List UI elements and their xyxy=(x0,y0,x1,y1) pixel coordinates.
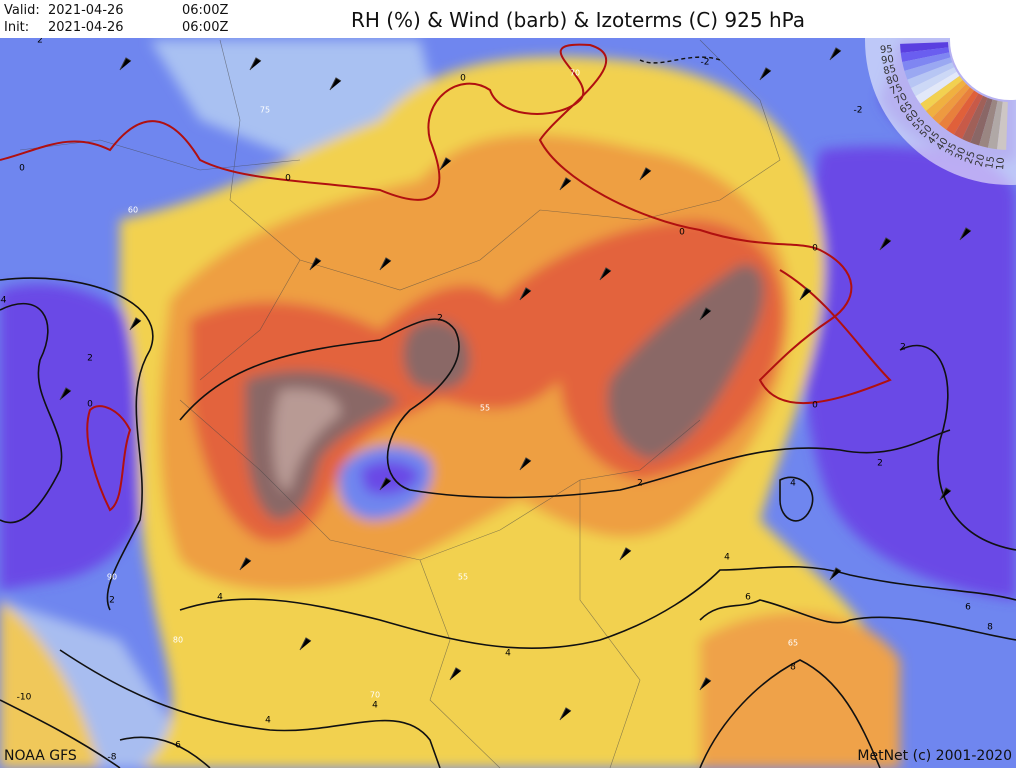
legend-swatch xyxy=(900,42,949,53)
isotherm-label: -8 xyxy=(108,753,117,763)
isotherm-label: 2 xyxy=(87,354,93,364)
rh-contour-label: 90 xyxy=(107,573,117,582)
isotherm-zero xyxy=(0,43,892,512)
legend-swatch xyxy=(911,67,957,97)
isotherm-label: -2 xyxy=(701,58,710,68)
rh-contour-label: 70 xyxy=(570,69,580,78)
legend-swatch xyxy=(946,90,979,135)
valid-time: 06:00Z xyxy=(182,3,228,18)
legend-swatch xyxy=(997,101,1008,150)
legend-swatch xyxy=(961,95,988,143)
init-date: 2021-04-26 xyxy=(48,20,124,35)
legend-label: 20 xyxy=(974,153,988,168)
legend-swatch xyxy=(979,99,998,148)
legend-swatch xyxy=(938,87,975,130)
isotherm-label: 2 xyxy=(900,343,906,353)
legend-swatch xyxy=(902,52,951,71)
legend-label: 15 xyxy=(984,155,997,169)
isotherm-label: 4 xyxy=(265,716,271,726)
rh-contour-label: 60 xyxy=(128,206,138,215)
source-label: NOAA GFS xyxy=(4,748,77,764)
legend-label: 90 xyxy=(881,54,895,67)
legend-center xyxy=(950,38,1016,100)
legend-label: 80 xyxy=(885,73,901,88)
map-title: RH (%) & Wind (barb) & Izoterms (C) 925 … xyxy=(351,8,805,32)
isotherm-label: -10 xyxy=(17,693,32,703)
legend-swatch xyxy=(926,80,967,118)
isotherm-label: 2 xyxy=(109,596,115,606)
legend-label: 35 xyxy=(944,141,960,157)
legend-swatch xyxy=(920,75,963,112)
valid-label: Valid: xyxy=(4,3,40,18)
legend-swatch xyxy=(953,93,983,139)
legend-swatch xyxy=(904,57,953,80)
isotherm-negative xyxy=(639,56,721,64)
isotherm-label: 0 xyxy=(87,400,93,410)
rh-contour-label: 70 xyxy=(370,691,380,700)
wind-barbs xyxy=(59,47,972,721)
legend-label: 95 xyxy=(880,44,894,56)
legend-label: 70 xyxy=(893,91,909,107)
header-band xyxy=(0,0,1016,38)
legend-label: 10 xyxy=(995,157,1007,171)
legend-swatch xyxy=(987,100,1003,150)
isotherm-label: 0 xyxy=(285,174,291,184)
contour-labels: -2 -2 0 0 0 0 0 0 0 2 2 2 2 2 2 4 4 4 4 4 6 6 8 8 6 -10 -8 4 75 60 55 5… xyxy=(0,36,993,763)
borders xyxy=(19,39,781,768)
isotherm-label: 0 xyxy=(19,164,25,174)
rh-contour-label: 65 xyxy=(788,639,798,648)
rh-contour-label: 55 xyxy=(458,573,468,582)
legend-swatch xyxy=(900,47,950,63)
rh-contour-label: 80 xyxy=(173,636,183,645)
isotherm-label: 0 xyxy=(679,228,685,238)
isotherm-label: 2 xyxy=(637,479,643,489)
isotherm-label: 4 xyxy=(790,479,796,489)
isotherm-label: 6 xyxy=(745,593,751,603)
legend-label: 75 xyxy=(888,82,904,97)
init-label: Init: xyxy=(4,20,29,35)
isotherm-label: -2 xyxy=(854,106,863,116)
isotherm-label: 2 xyxy=(877,459,883,469)
isotherm-label: 2 xyxy=(437,314,443,324)
legend-swatch xyxy=(915,71,960,104)
legend-label: 85 xyxy=(882,63,897,77)
legend-swatch xyxy=(932,83,970,124)
isotherm-label: 0 xyxy=(812,401,818,411)
legend-swatch xyxy=(907,62,955,89)
isotherm-label: 4 xyxy=(217,593,223,603)
legend-swatch xyxy=(970,97,993,146)
rh-contour-label: 55 xyxy=(480,404,490,413)
rh-contour-label: 75 xyxy=(260,106,270,115)
isotherm-label: -4 xyxy=(0,296,7,306)
init-time: 06:00Z xyxy=(182,20,228,35)
isotherm-label: 0 xyxy=(460,74,466,84)
isotherm-label: 6 xyxy=(965,603,971,613)
isotherm-label: 4 xyxy=(505,649,511,659)
isotherm-contours xyxy=(0,277,1016,768)
isotherm-label: 6 xyxy=(175,741,181,751)
isotherm-label: 4 xyxy=(724,553,730,563)
isotherm-label: 4 xyxy=(372,701,378,711)
copyright-label: MetNet (c) 2001-2020 xyxy=(857,748,1012,764)
isotherm-label: 2 xyxy=(37,36,43,46)
isotherm-label: 8 xyxy=(790,663,796,673)
valid-date: 2021-04-26 xyxy=(48,3,124,18)
isotherm-label: 8 xyxy=(987,623,993,633)
legend-label: 30 xyxy=(953,146,968,162)
isotherm-label: 0 xyxy=(812,244,818,254)
legend-label: 25 xyxy=(963,150,978,166)
